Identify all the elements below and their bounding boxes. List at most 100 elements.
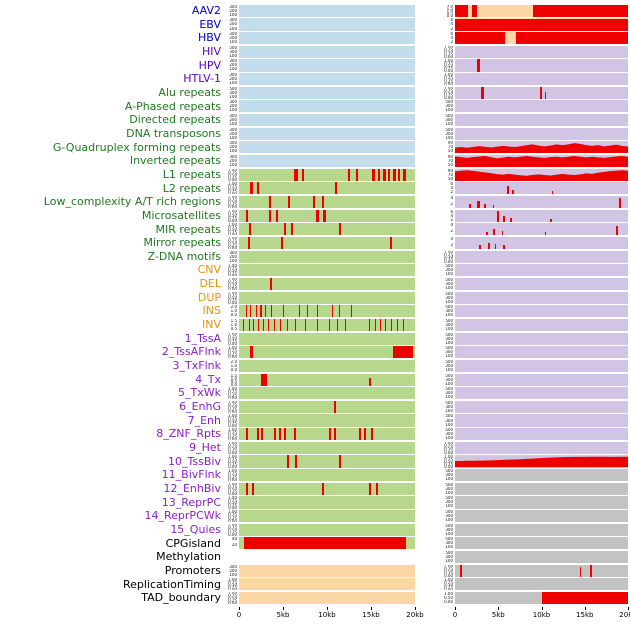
right-track-panel [455, 564, 628, 577]
left-track-panel [239, 414, 415, 427]
y-tick-label: 100 [445, 531, 453, 536]
track-row: 4_Tx 1.5 1.0 0.5 0.0 500 300 100 [0, 373, 630, 387]
left-y-axis-ticks: 300 200 100 [221, 141, 239, 153]
y-tick-label: 100 [445, 559, 453, 564]
feature-mark [455, 4, 468, 17]
y-tick-label: 0.50 [437, 460, 453, 462]
track-row: DNA transposons 300 200 100 500 300 100 [0, 127, 630, 141]
track-row: Methylation 500 300 100 [0, 550, 630, 564]
y-tick-label: 100 [229, 26, 237, 31]
x-tick-mark [371, 606, 372, 610]
y-tick-label: 0.00 [221, 192, 237, 194]
y-tick-label: 0.00 [437, 574, 453, 576]
track-label: Directed repeats [129, 113, 221, 127]
track-row: 2_TssAFlnk 1.000.750.500.250.00 50030010… [0, 345, 630, 359]
y-tick-label: 70 [447, 172, 453, 177]
feature-mark [334, 400, 336, 413]
track-row: Low_complexity A/T rich regions 1.000.75… [0, 195, 630, 209]
y-tick-label: 300 [229, 49, 237, 54]
feature-mark [493, 205, 495, 209]
y-tick-label: 0.25 [221, 217, 237, 219]
left-track-panel [239, 59, 415, 72]
feature-mark [460, 564, 463, 577]
feature-mark [258, 318, 260, 331]
feature-mark [385, 318, 387, 331]
track-row: 9_Het 1.000.750.500.250.00 1.000.750.500… [0, 441, 630, 455]
track-label: 15_Quies [170, 522, 221, 536]
right-track-panel [455, 45, 628, 58]
y-tick-label: 0.75 [437, 253, 453, 255]
track-label: ReplicationTiming [122, 577, 221, 591]
feature-mark [268, 195, 272, 209]
feature-mark [344, 318, 347, 331]
y-tick-label: 0.25 [221, 449, 237, 451]
right-track-panel [455, 441, 628, 454]
track-label: 1_TssA [184, 331, 221, 345]
y-tick-label: 0.75 [221, 485, 237, 487]
feature-mark [339, 455, 342, 468]
x-tick-mark [498, 606, 500, 610]
y-tick-label: 0.00 [221, 206, 237, 208]
y-tick-label: 1.00 [221, 442, 237, 444]
feature-mark [306, 305, 309, 318]
x-tick-label: 20kb [619, 610, 630, 619]
y-tick-label: 1.00 [437, 46, 453, 48]
feature-mark [256, 428, 260, 441]
left-track-panel [239, 18, 415, 31]
y-tick-label: 4 [450, 186, 453, 191]
left-track-panel [239, 359, 415, 372]
y-tick-label: 0.25 [221, 299, 237, 301]
feature-mark [539, 86, 542, 99]
y-tick-label: 0.00 [221, 301, 237, 303]
right-track-panel [455, 59, 628, 72]
track-label: INV [202, 318, 221, 332]
left-y-axis-ticks: 1.000.750.500.250.00 [221, 496, 239, 508]
right-track-panel [455, 182, 628, 195]
density-profile [455, 143, 628, 154]
feature-mark [550, 218, 552, 222]
left-track-panel [239, 318, 415, 331]
right-track-panel [455, 455, 628, 468]
y-tick-label: 100 [445, 135, 453, 140]
right-y-axis-ticks: 500 300 100 [437, 414, 455, 426]
feature-mark [284, 428, 287, 441]
x-axis-left-panel: 0 5kb 10kb 15kb 20kb [237, 606, 424, 622]
y-tick-label: 6 [450, 18, 453, 23]
feature-mark [301, 168, 304, 181]
feature-mark [355, 168, 358, 181]
y-tick-label: 0.75 [221, 226, 237, 228]
y-tick-label: 100 [229, 258, 237, 263]
y-tick-label: 0.50 [221, 583, 237, 585]
left-track-panel [239, 291, 415, 304]
feature-mark [287, 318, 289, 331]
right-y-axis-ticks: 1.000.750.500.250.00 [437, 442, 455, 454]
y-tick-label: 0.75 [437, 48, 453, 50]
left-y-axis-ticks: 300 200 100 [221, 5, 239, 17]
left-y-axis-ticks: 1.000.750.500.250.00 [221, 442, 239, 454]
track-label: TAD_boundary [141, 591, 221, 605]
right-y-axis-ticks: 500 300 100 [437, 319, 455, 331]
left-track-panel [239, 168, 415, 181]
right-track-panel [455, 400, 628, 413]
track-row: Inverted repeats 300 200 100 90 70 50 [0, 154, 630, 168]
y-tick-label: 100 [229, 81, 237, 86]
left-track-panel [239, 195, 415, 209]
left-track-panel [239, 155, 415, 168]
right-track-panel [455, 332, 628, 345]
left-y-axis-ticks: 300 200 100 [221, 128, 239, 140]
y-tick-label: 70 [447, 159, 453, 164]
feature-mark [283, 305, 285, 318]
right-track-panel [455, 127, 628, 140]
y-tick-label: 0.50 [221, 433, 237, 435]
feature-mark [321, 482, 324, 495]
y-tick-label: 0.00 [437, 69, 453, 71]
left-y-axis-ticks: 1.000.750.500.250.00 [221, 455, 239, 467]
y-tick-label: 300 [445, 131, 453, 136]
feature-mark [256, 182, 259, 195]
y-tick-label: 2.0 [230, 359, 237, 364]
left-y-axis-ticks: 1.000.750.500.250.00 [221, 333, 239, 345]
feature-mark [334, 428, 337, 441]
feature-mark [293, 428, 297, 441]
left-track-panel [239, 182, 415, 195]
